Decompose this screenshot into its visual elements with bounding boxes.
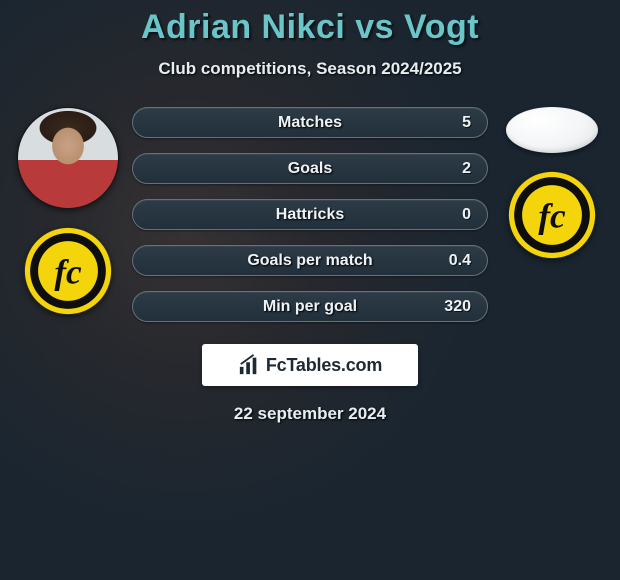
player-left-column: fc (8, 107, 128, 315)
club-badge-icon: fc (508, 171, 596, 259)
stat-row-goals: Goals 2 (132, 153, 488, 184)
stat-label: Min per goal (263, 298, 357, 316)
brand-text: FcTables.com (266, 355, 382, 376)
stat-label: Goals per match (247, 252, 372, 270)
stat-row-hattricks: Hattricks 0 (132, 199, 488, 230)
brand-badge: FcTables.com (202, 344, 418, 386)
svg-text:fc: fc (54, 252, 82, 291)
bar-chart-icon (238, 354, 260, 376)
stat-label: Matches (278, 114, 342, 132)
subtitle: Club competitions, Season 2024/2025 (0, 59, 620, 79)
player-left-club-badge: fc (24, 227, 112, 315)
stats-column: Matches 5 Goals 2 Hattricks 0 Goals per … (128, 107, 492, 322)
stat-right-value: 2 (462, 160, 471, 178)
stat-right-value: 5 (462, 114, 471, 132)
stat-right-value: 0 (462, 206, 471, 224)
avatar-face-placeholder (18, 108, 118, 208)
player-left-avatar (17, 107, 119, 209)
comparison-row: fc Matches 5 Goals 2 Hattricks 0 (0, 107, 620, 322)
player-right-avatar (506, 107, 598, 153)
stat-row-matches: Matches 5 (132, 107, 488, 138)
club-badge-icon: fc (24, 227, 112, 315)
stat-row-goals-per-match: Goals per match 0.4 (132, 245, 488, 276)
stat-right-value: 0.4 (449, 252, 471, 270)
content-root: Adrian Nikci vs Vogt Club competitions, … (0, 0, 620, 580)
player-right-club-badge: fc (508, 171, 596, 259)
player-right-column: fc (492, 107, 612, 259)
stat-label: Hattricks (276, 206, 344, 224)
svg-text:fc: fc (538, 196, 566, 235)
stat-right-value: 320 (444, 298, 471, 316)
page-title: Adrian Nikci vs Vogt (0, 0, 620, 47)
stat-label: Goals (288, 160, 332, 178)
date-line: 22 september 2024 (0, 404, 620, 424)
stat-row-min-per-goal: Min per goal 320 (132, 291, 488, 322)
